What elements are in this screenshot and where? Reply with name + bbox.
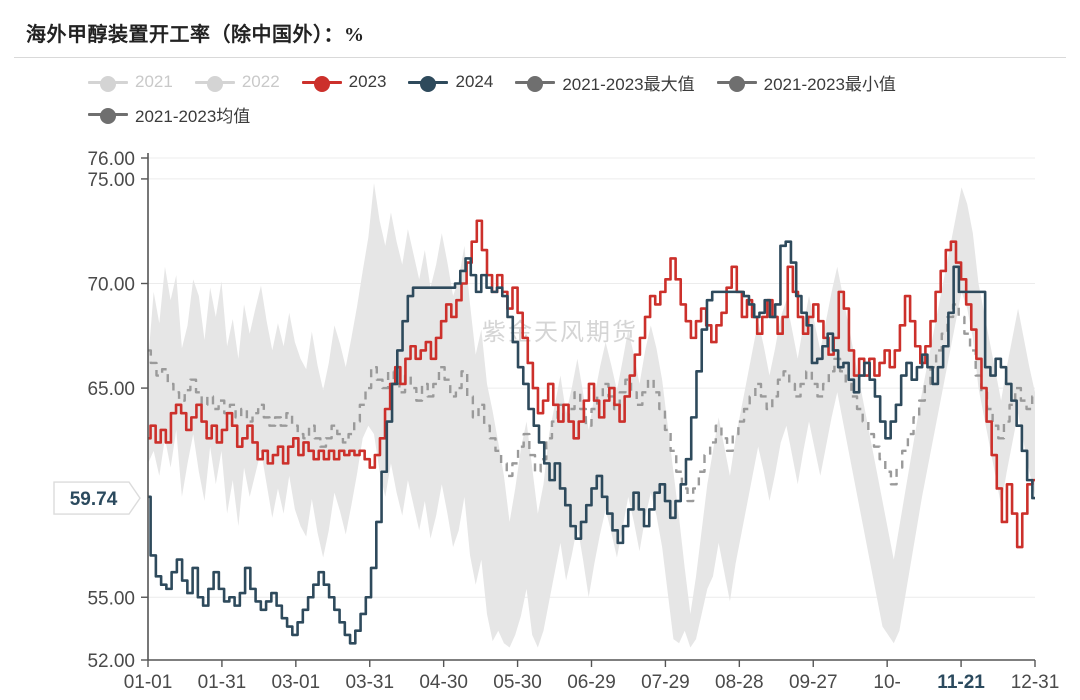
x-axis-label: 09-27 (789, 672, 838, 693)
legend-marker-icon (194, 74, 235, 92)
legend-item-2021-2023均值[interactable]: 2021-2023均值 (88, 98, 250, 130)
x-axis-label: 11-21 (937, 672, 985, 693)
x-axis-label: 01-01 (124, 672, 173, 693)
legend-item-label: 2021-2023最小值 (763, 74, 896, 94)
x-axis-label: 07-29 (641, 672, 690, 693)
title-divider (14, 57, 1066, 58)
x-axis-label: 06-29 (567, 672, 616, 693)
x-axis-label: 05-30 (493, 672, 542, 693)
value-callout-badge (53, 481, 141, 515)
series-line-2021-2023均值 (148, 303, 1035, 503)
plot-area: 52.00 55.00 65.00 70.00 75.00 76.00 紫金天风期货 01-0… (0, 140, 1080, 700)
legend-marker-icon (88, 106, 128, 124)
legend-item-2021-2023最小值[interactable]: 2021-2023最小值 (716, 66, 896, 98)
legend-item-label: 2021-2023均值 (135, 106, 251, 126)
legend-item-2023[interactable]: 2023 (301, 66, 387, 98)
chart-legend: 2021 2022 2023 2024 2021-2023最大值 2021-2023最小值… (88, 66, 1068, 130)
x-axis-label: 10- (873, 672, 900, 693)
legend-item-label: 2024 (455, 72, 494, 91)
legend-marker-icon (515, 74, 556, 92)
legend-item-2024[interactable]: 2024 (408, 66, 493, 98)
series-line-2023 (148, 219, 1035, 549)
x-axis-label: 12-31 (1011, 672, 1060, 693)
legend-marker-icon (301, 74, 342, 92)
x-axis-label: 08-28 (715, 672, 764, 693)
x-axis-label: 03-31 (345, 672, 394, 693)
range-band-max-min (148, 183, 1035, 648)
legend-item-label: 2021-2023最大值 (562, 74, 695, 94)
legend-marker-icon (716, 74, 757, 92)
value-callout-label: 59.74 (70, 489, 118, 510)
legend-item-label: 2021 (135, 72, 173, 91)
y-axis-label: 55.00 (87, 588, 135, 609)
y-axis-label: 76.00 (87, 149, 135, 170)
legend-item-label: 2022 (241, 72, 280, 91)
y-axis-label: 65.00 (87, 379, 135, 400)
legend-item-2022[interactable]: 2022 (194, 66, 280, 98)
y-axis-label: 52.00 (87, 651, 135, 672)
legend-item-label: 2023 (348, 72, 387, 91)
x-axis-label: 03-01 (272, 672, 321, 693)
page-title: 海外甲醇装置开工率（除中国外）：% (26, 24, 365, 46)
watermark-text: 紫金天风期货 (482, 319, 638, 346)
legend-item-2021[interactable]: 2021 (88, 66, 173, 98)
legend-marker-icon (88, 74, 128, 92)
y-axis-label: 70.00 (87, 275, 135, 296)
legend-item-2021-2023最大值[interactable]: 2021-2023最大值 (515, 66, 695, 98)
x-axis-label: 01-31 (198, 672, 247, 693)
series-line-2024 (148, 240, 1035, 645)
legend-marker-icon (408, 74, 449, 92)
y-axis-label: 75.00 (87, 170, 135, 191)
x-axis-label: 04-30 (419, 672, 468, 693)
